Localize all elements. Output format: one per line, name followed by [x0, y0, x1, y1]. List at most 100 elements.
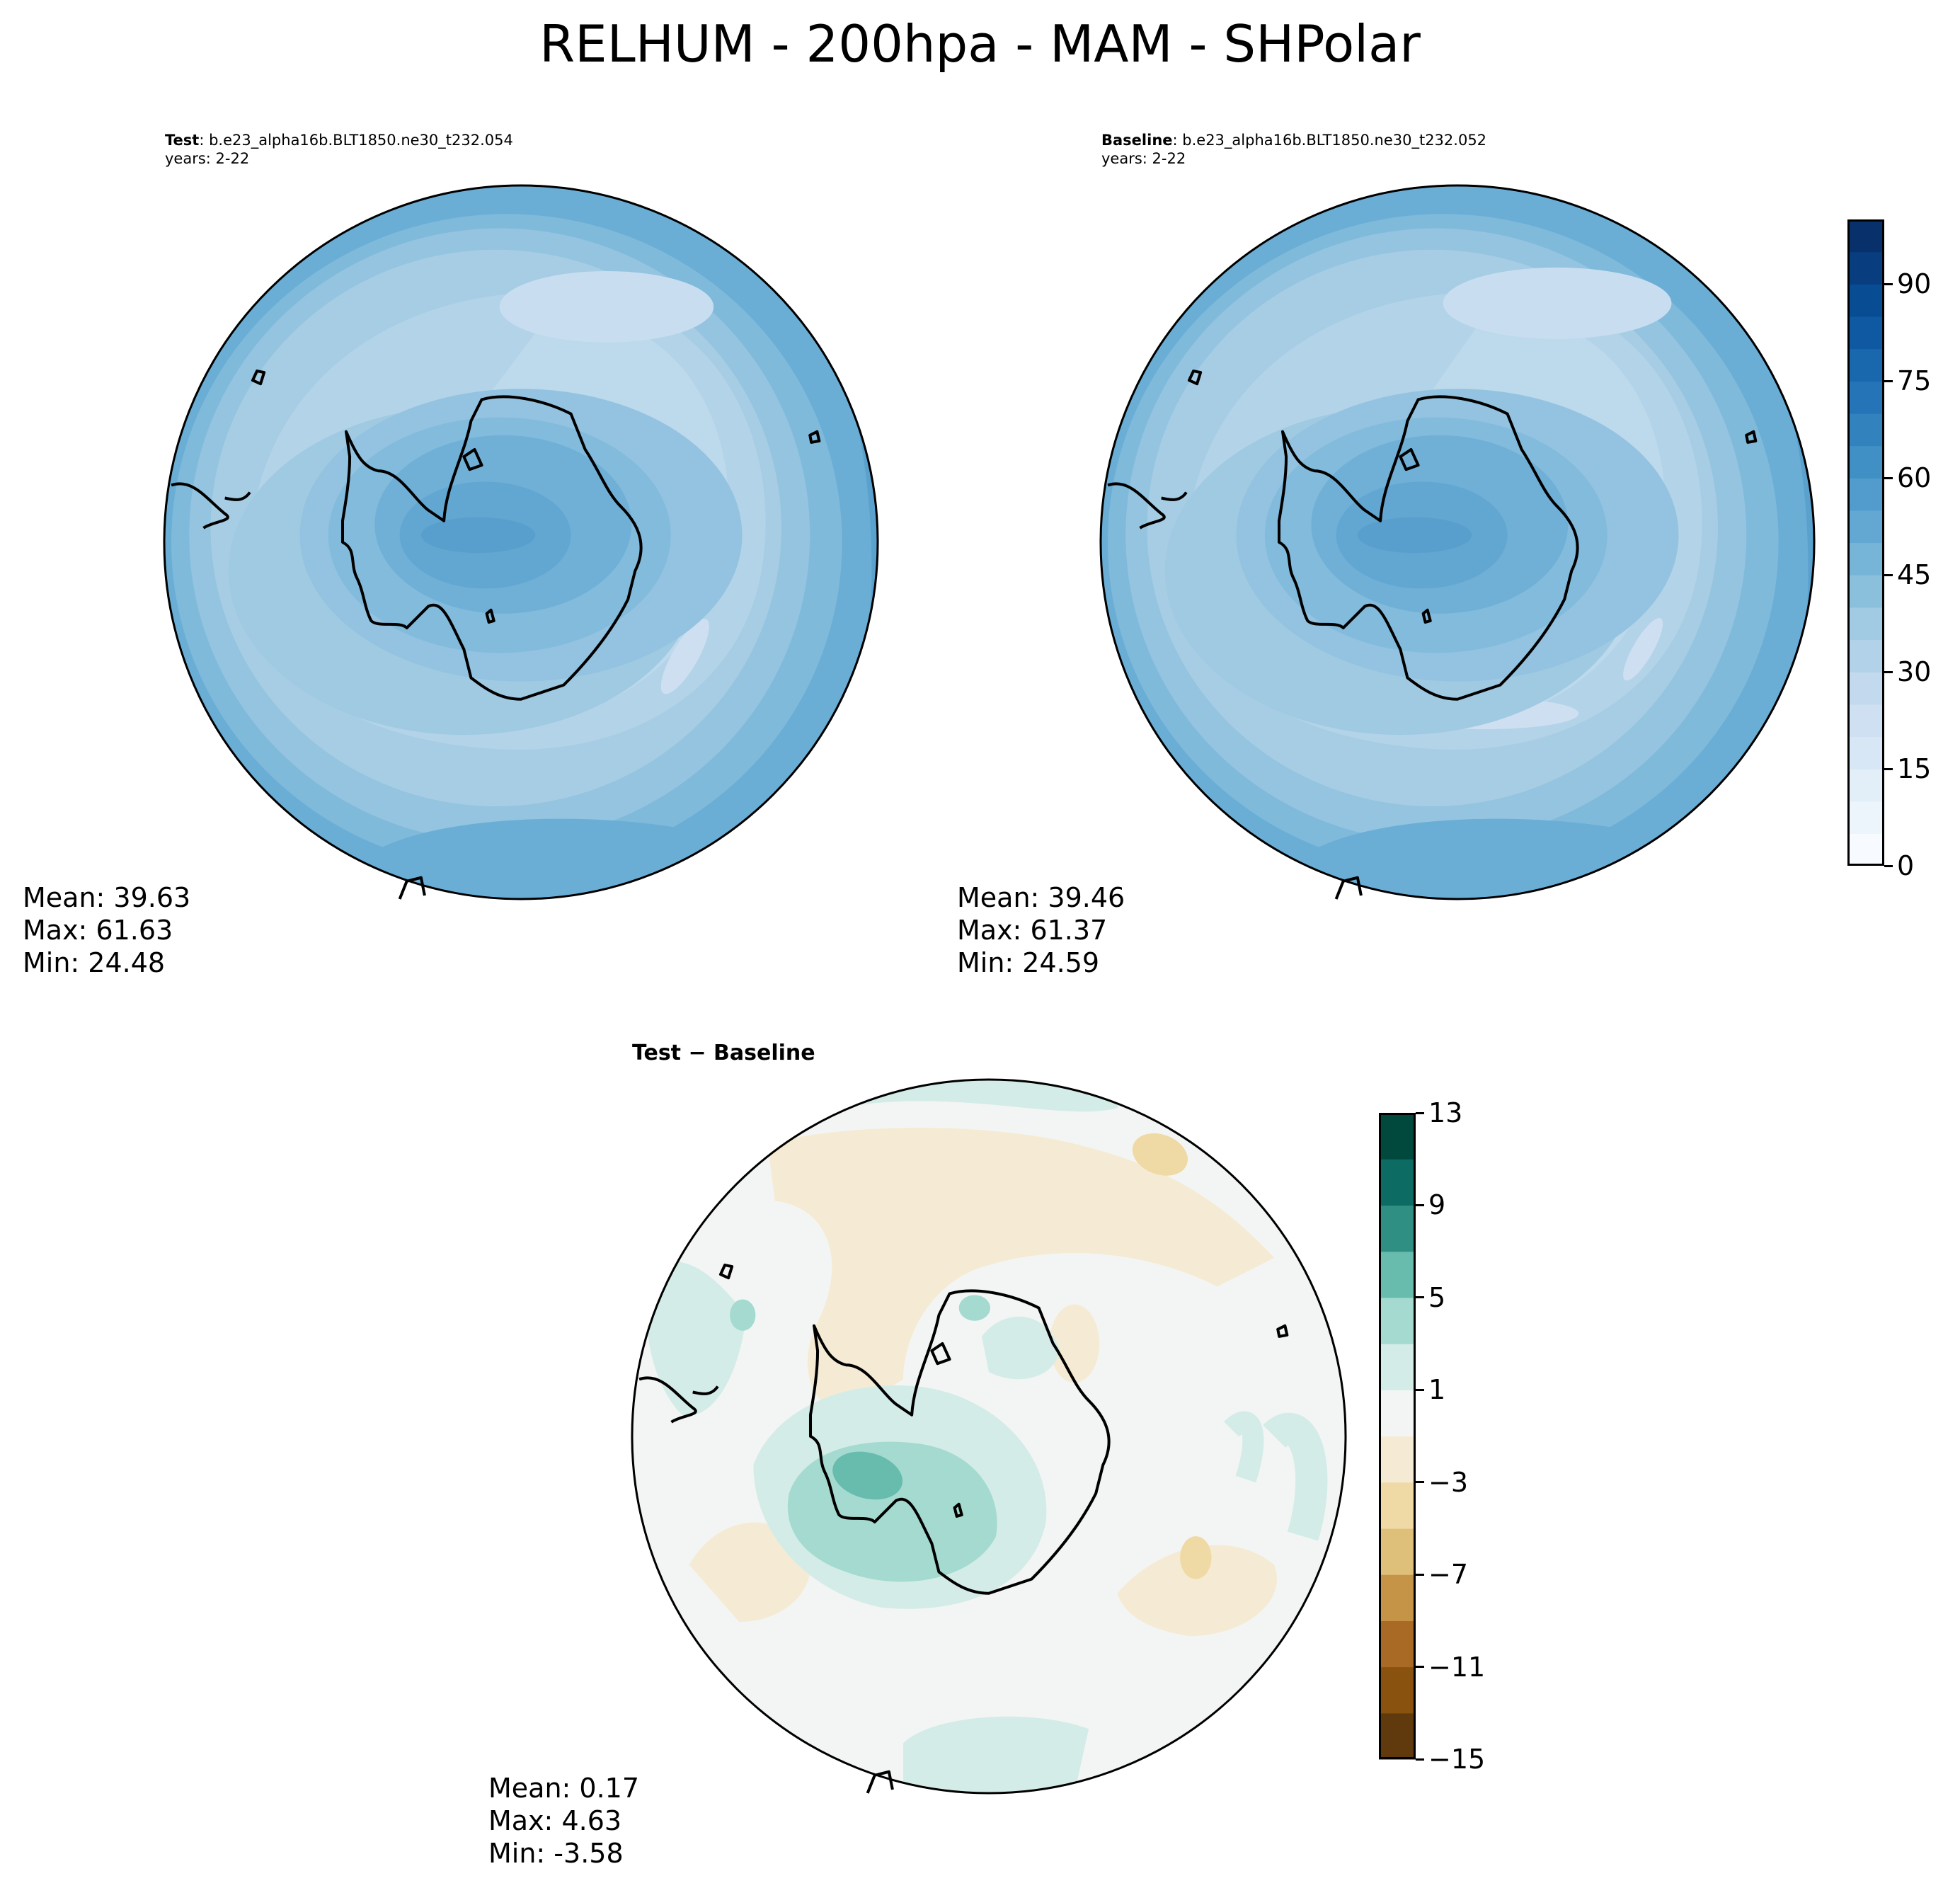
figure-title: RELHUM - 200hpa - MAM - SHPolar — [539, 14, 1421, 74]
colorbar-band — [1847, 381, 1884, 414]
diff-colorbar — [1379, 1113, 1416, 1760]
colorbar-band — [1847, 251, 1884, 285]
baseline-contour-field — [1101, 185, 1814, 899]
baseline-polar-map — [1099, 184, 1816, 900]
colorbar-tick-label: 0 — [1897, 850, 1915, 881]
colorbar-tick-mark — [1416, 1203, 1424, 1206]
colorbar-band — [1379, 1159, 1416, 1206]
baseline-stats: Mean: 39.46 Max: 61.37 Min: 24.59 — [957, 881, 1125, 979]
colorbar-band — [1847, 736, 1884, 769]
colorbar-tick-mark — [1416, 1111, 1424, 1114]
test-stats: Mean: 39.63 Max: 61.63 Min: 24.48 — [23, 881, 190, 979]
colorbar-tick-mark — [1884, 573, 1893, 576]
colorbar-band — [1847, 542, 1884, 576]
colorbar-band — [1847, 478, 1884, 511]
colorbar-band — [1379, 1574, 1416, 1621]
colorbar-band — [1379, 1297, 1416, 1344]
diff-max: Max: 4.63 — [488, 1805, 622, 1836]
colorbar-band — [1847, 219, 1884, 253]
colorbar-band — [1847, 510, 1884, 544]
colorbar-band — [1847, 769, 1884, 802]
colorbar-band — [1379, 1205, 1416, 1252]
colorbar-band — [1379, 1344, 1416, 1390]
test-max: Max: 61.63 — [23, 915, 173, 946]
colorbar-tick-label: −15 — [1428, 1744, 1486, 1775]
colorbar-band — [1379, 1390, 1416, 1437]
colorbar-tick-mark — [1416, 1666, 1424, 1669]
colorbar-tick-mark — [1884, 864, 1893, 867]
baseline-label: Baseline — [1101, 132, 1173, 149]
colorbar-band — [1379, 1528, 1416, 1575]
colorbar-band — [1847, 575, 1884, 608]
colorbar-band — [1847, 348, 1884, 382]
diff-colorbar-frame — [1379, 1113, 1416, 1759]
colorbar-tick-label: 13 — [1428, 1097, 1463, 1128]
baseline-coastlines — [1107, 370, 1758, 900]
test-label: Test — [165, 132, 200, 149]
diff-map-boundary — [631, 1078, 1347, 1795]
test-min: Min: 24.48 — [23, 947, 166, 978]
diff-contour-field — [632, 1080, 1346, 1793]
colorbar-band — [1379, 1113, 1416, 1160]
test-coastlines — [171, 370, 821, 900]
colorbar-tick-label: −3 — [1428, 1466, 1469, 1498]
colorbar-tick-label: 5 — [1428, 1281, 1446, 1313]
test-subtitle: Test: b.e23_alpha16b.BLT1850.ne30_t232.0… — [165, 131, 513, 168]
colorbar-tick-label: −11 — [1428, 1651, 1486, 1683]
diff-subtitle: Test − Baseline — [632, 1041, 815, 1065]
baseline-years: years: 2-22 — [1101, 150, 1186, 167]
colorbar-band — [1379, 1712, 1416, 1760]
colorbar-tick-mark — [1884, 476, 1893, 479]
diff-stats: Mean: 0.17 Max: 4.63 Min: -3.58 — [488, 1772, 639, 1870]
main-colorbar-frame — [1847, 219, 1884, 866]
colorbar-tick-mark — [1884, 282, 1893, 285]
colorbar-tick-label: 60 — [1897, 462, 1932, 494]
diff-coastlines — [638, 1264, 1289, 1794]
baseline-mean: Mean: 39.46 — [957, 882, 1125, 913]
test-contour-field — [164, 185, 878, 899]
colorbar-band — [1847, 704, 1884, 737]
colorbar-tick-label: 75 — [1897, 365, 1932, 397]
colorbar-tick-label: 90 — [1897, 268, 1932, 300]
colorbar-band — [1847, 284, 1884, 317]
main-colorbar — [1847, 219, 1884, 866]
colorbar-tick-mark — [1416, 1296, 1424, 1299]
colorbar-tick-mark — [1884, 670, 1893, 673]
test-polar-map — [163, 184, 879, 900]
colorbar-tick-label: 30 — [1897, 656, 1932, 688]
colorbar-tick-label: 9 — [1428, 1189, 1446, 1221]
colorbar-tick-label: 15 — [1897, 753, 1932, 785]
colorbar-band — [1379, 1620, 1416, 1668]
colorbar-band — [1847, 413, 1884, 447]
test-map-boundary — [163, 184, 879, 900]
main-colorbar-bands — [1847, 219, 1884, 866]
colorbar-band — [1847, 316, 1884, 350]
test-case-name: : b.e23_alpha16b.BLT1850.ne30_t232.054 — [199, 132, 513, 149]
diff-min: Min: -3.58 — [488, 1838, 624, 1869]
baseline-map-boundary — [1099, 184, 1816, 900]
colorbar-band — [1847, 801, 1884, 834]
colorbar-tick-mark — [1416, 1388, 1424, 1391]
colorbar-tick-mark — [1416, 1758, 1424, 1761]
colorbar-band — [1379, 1251, 1416, 1298]
colorbar-tick-label: 1 — [1428, 1374, 1446, 1406]
baseline-subtitle: Baseline: b.e23_alpha16b.BLT1850.ne30_t2… — [1101, 131, 1486, 168]
colorbar-tick-label: −7 — [1428, 1559, 1469, 1591]
diff-mean: Mean: 0.17 — [488, 1773, 640, 1804]
baseline-case-name: : b.e23_alpha16b.BLT1850.ne30_t232.052 — [1172, 132, 1487, 149]
colorbar-band — [1379, 1436, 1416, 1483]
colorbar-tick-mark — [1884, 379, 1893, 382]
colorbar-band — [1847, 833, 1884, 866]
diff-colorbar-bands — [1379, 1113, 1416, 1760]
colorbar-band — [1379, 1482, 1416, 1529]
colorbar-band — [1379, 1666, 1416, 1714]
colorbar-tick-label: 45 — [1897, 559, 1932, 591]
colorbar-band — [1847, 607, 1884, 641]
colorbar-band — [1847, 672, 1884, 705]
colorbar-tick-mark — [1416, 1481, 1424, 1484]
baseline-max: Max: 61.37 — [957, 915, 1108, 946]
baseline-min: Min: 24.59 — [957, 947, 1100, 978]
colorbar-tick-mark — [1884, 767, 1893, 770]
diff-polar-map — [631, 1078, 1347, 1795]
colorbar-band — [1847, 445, 1884, 479]
